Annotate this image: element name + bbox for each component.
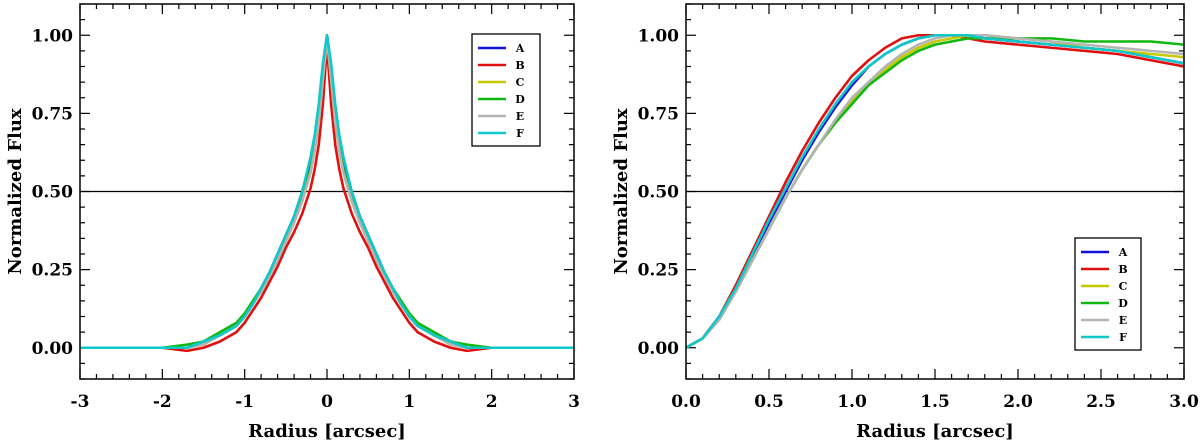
y-axis-label: Normalized Flux <box>611 108 632 275</box>
legend-label-d: D <box>515 93 525 106</box>
series-line-f <box>80 33 574 350</box>
legend-label-a: A <box>515 42 525 55</box>
x-tick-label: 2.5 <box>1086 392 1116 412</box>
cumulative-flux-panel: 0.0 0.5 1.0 1.5 2.0 2.5 3.0 0.00 0.25 0.50 0.75 1.0… <box>611 3 1199 442</box>
plot-frame <box>685 3 1185 380</box>
x-tick-label: -3 <box>71 392 90 412</box>
y-tick-label: 1.00 <box>638 26 680 46</box>
y-tick-label: 0.25 <box>638 261 679 281</box>
x-tick-label: -2 <box>153 392 172 412</box>
x-tick-label: 1 <box>403 392 415 412</box>
y-tick-label: 0.00 <box>638 339 680 359</box>
y-tick-label: 0.75 <box>638 104 679 124</box>
y-tick-label: 0.75 <box>32 104 73 124</box>
series-line-f <box>686 33 1184 350</box>
x-tick-label: 3.0 <box>1169 392 1199 412</box>
y-axis-label: Normalized Flux <box>5 108 26 275</box>
legend-label-e: E <box>1119 314 1127 327</box>
x-tick-label: -1 <box>235 392 254 412</box>
series-line-b <box>686 33 1184 350</box>
legend-label-e: E <box>516 110 524 123</box>
y-tick-label: 0.00 <box>32 339 74 359</box>
x-tick-label: 0.5 <box>754 392 784 412</box>
y-tick-label: 0.50 <box>638 183 680 203</box>
legend-box <box>471 33 541 147</box>
y-tick-label: 1.00 <box>32 26 74 46</box>
x-tick-label: 1.5 <box>920 392 950 412</box>
legend-label-c: C <box>516 76 525 89</box>
y-tick-label: 0.25 <box>32 261 73 281</box>
x-tick-label: 3 <box>568 392 580 412</box>
x-axis-label: Radius [arcsec] <box>856 421 1014 442</box>
legend-label-c: C <box>1119 280 1128 293</box>
legend-box <box>1074 237 1142 351</box>
x-tick-label: 0 <box>321 392 333 412</box>
y-tick-label: 0.50 <box>32 183 74 203</box>
legend-label-f: F <box>1119 331 1127 344</box>
x-tick-label: 2.0 <box>1003 392 1033 412</box>
flux-profile-panel: -3 -2 -1 0 1 2 3 0.00 0.25 0.50 0.75 1.00 Radius [ar… <box>5 3 580 442</box>
legend-label-a: A <box>1118 246 1128 259</box>
series-line-e <box>686 33 1184 350</box>
legend-label-d: D <box>1118 297 1128 310</box>
legend-label-b: B <box>515 59 524 72</box>
plot-frame <box>79 3 575 380</box>
x-axis-label: Radius [arcsec] <box>248 421 406 442</box>
legend-label-f: F <box>516 127 524 140</box>
legend-label-b: B <box>1118 263 1127 276</box>
x-tick-label: 2 <box>486 392 498 412</box>
x-tick-label: 0.0 <box>671 392 701 412</box>
x-tick-label: 1.0 <box>837 392 867 412</box>
